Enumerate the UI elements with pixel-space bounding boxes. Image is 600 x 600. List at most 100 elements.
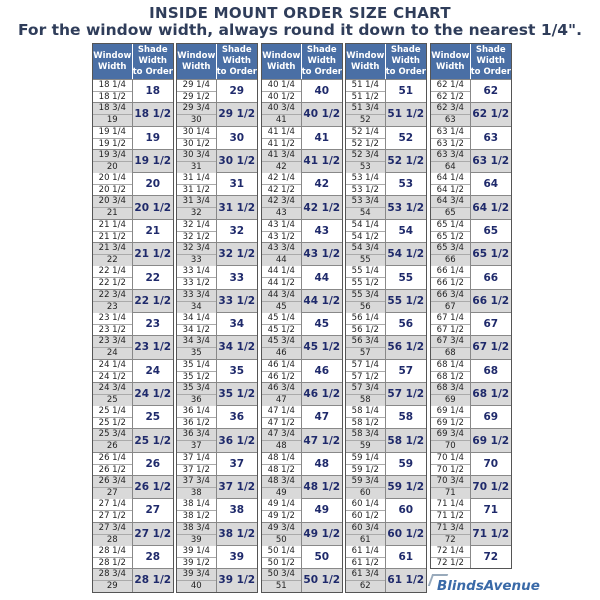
window-width-cell: 64 3/4 [431, 196, 470, 208]
window-width-cell: 35 1/4 [182, 359, 210, 370]
shade-width-cell: 67 1/2 [470, 336, 511, 359]
shade-width-cell: 64 [483, 178, 499, 191]
shade-width-cell: 67 [483, 318, 499, 331]
shade-width-cell: 41 1/2 [301, 149, 342, 173]
shade-width-cell: 32 1/2 [216, 243, 257, 266]
window-width-cell: 18 3/4 [93, 103, 132, 115]
shade-width-cell: 63 1/2 [470, 149, 511, 173]
window-width-cell: 35 [177, 347, 216, 360]
window-width-cell: 46 1/2 [262, 370, 301, 383]
table-row: 52 3/4 53 52 1/2 [346, 148, 426, 173]
table-row: 51 1/4 51 1/2 51 [346, 79, 426, 103]
shade-width-cell: 18 [145, 85, 161, 98]
shade-width-cell: 40 1/2 [301, 103, 342, 126]
window-width-cell: 50 [262, 533, 301, 546]
shade-width-cell: 33 1/2 [216, 289, 257, 312]
window-width-cell: 39 [177, 533, 216, 546]
window-width-cell: 54 3/4 [346, 243, 385, 255]
window-width-cell: 40 1/4 [267, 80, 295, 90]
shade-width-cell: 21 [145, 224, 161, 237]
table-row: 70 3/4 71 70 1/2 [431, 475, 511, 500]
window-width-cell: 70 1/4 [436, 452, 464, 463]
table-header: Window Width Shade Width to Order [93, 44, 173, 79]
window-width-cell: 59 [346, 440, 385, 453]
shade-width-cell: 55 1/2 [385, 289, 426, 312]
window-width-cell: 37 1/4 [182, 452, 210, 463]
window-width-cell: 46 1/4 [267, 359, 295, 370]
window-width-header: Window Width [93, 44, 133, 79]
shade-width-cell: 21 1/2 [132, 243, 173, 266]
window-width-cell: 67 3/4 [431, 336, 470, 348]
window-width-cell: 21 1/4 [98, 219, 126, 230]
table-row: 69 1/4 69 1/2 69 [431, 405, 511, 429]
window-width-cell: 35 1/2 [177, 370, 216, 383]
window-width-cell: 48 3/4 [262, 476, 301, 488]
shade-width-cell: 59 1/2 [385, 476, 426, 499]
table-row: 24 1/4 24 1/2 24 [93, 358, 173, 382]
window-width-cell: 20 1/4 [98, 173, 126, 184]
table-row: 31 1/4 31 1/2 31 [177, 172, 257, 196]
shade-width-cell: 36 [229, 411, 245, 424]
shade-width-cell: 71 1/2 [470, 522, 511, 545]
table-row: 42 3/4 43 42 1/2 [262, 195, 342, 220]
window-width-cell: 54 1/2 [346, 230, 385, 243]
window-width-cell: 61 1/4 [351, 545, 379, 556]
window-width-cell: 70 [431, 440, 470, 453]
window-width-cell: 30 1/2 [177, 137, 216, 150]
table-row: 19 1/4 19 1/2 19 [93, 125, 173, 149]
window-width-cell: 51 3/4 [346, 103, 385, 115]
window-width-cell: 51 1/4 [351, 80, 379, 90]
table-row: 68 1/4 68 1/2 68 [431, 358, 511, 382]
table-row: 64 3/4 65 64 1/2 [431, 195, 511, 220]
window-width-cell: 39 3/4 [177, 569, 216, 581]
window-width-cell: 29 1/4 [182, 80, 210, 90]
shade-width-cell: 70 [483, 457, 499, 470]
window-width-cell: 24 3/4 [93, 382, 132, 394]
window-width-cell: 21 [93, 207, 132, 220]
shade-width-cell: 51 1/2 [385, 103, 426, 126]
window-width-cell: 55 1/4 [351, 266, 379, 277]
window-width-cell: 45 1/4 [267, 312, 295, 323]
table-row: 38 1/4 38 1/2 38 [177, 498, 257, 522]
shade-width-cell: 66 [483, 271, 499, 284]
shade-width-cell: 45 1/2 [301, 336, 342, 359]
table-row: 32 1/4 32 1/2 32 [177, 218, 257, 243]
table-row: 38 3/4 39 38 1/2 [177, 521, 257, 546]
shade-width-cell: 68 [483, 364, 499, 377]
shade-width-cell: 46 1/2 [301, 382, 342, 406]
shade-width-cell: 37 [229, 457, 245, 470]
window-width-cell: 45 [262, 300, 301, 313]
table-row: 59 1/4 59 1/2 59 [346, 451, 426, 476]
shade-width-cell: 44 [314, 271, 330, 284]
window-width-cell: 47 3/4 [262, 429, 301, 441]
shade-width-cell: 39 1/2 [216, 569, 257, 592]
window-width-cell: 51 [262, 580, 301, 593]
window-width-cell: 37 3/4 [177, 476, 216, 488]
shade-width-cell: 35 [229, 364, 245, 377]
shade-width-header: Shade Width to Order [470, 45, 511, 77]
shade-width-cell: 20 [145, 178, 161, 191]
window-width-cell: 30 3/4 [177, 149, 216, 161]
table-row: 50 1/4 50 1/2 50 [262, 544, 342, 569]
shade-width-cell: 62 [483, 85, 499, 98]
window-width-cell: 56 1/4 [351, 312, 379, 323]
window-width-cell: 56 [346, 300, 385, 313]
shade-width-cell: 19 [145, 131, 161, 144]
table-row: 61 1/4 61 1/2 61 [346, 544, 426, 569]
shade-width-cell: 27 1/2 [132, 522, 173, 545]
table-row: 63 1/4 63 1/2 63 [431, 125, 511, 149]
table-row: 22 3/4 23 22 1/2 [93, 288, 173, 313]
window-width-cell: 69 [431, 393, 470, 406]
shade-width-cell: 50 1/2 [301, 569, 342, 592]
window-width-cell: 40 1/2 [262, 91, 301, 103]
shade-width-cell: 22 1/2 [132, 289, 173, 312]
shade-width-cell: 31 [229, 178, 245, 191]
window-width-cell: 44 3/4 [262, 289, 301, 301]
window-width-cell: 34 1/4 [182, 312, 210, 323]
window-width-cell: 39 1/2 [177, 556, 216, 569]
table-row: 29 3/4 30 29 1/2 [177, 102, 257, 127]
window-width-cell: 61 1/2 [346, 556, 385, 569]
window-width-cell: 24 1/4 [98, 359, 126, 370]
table-row: 54 1/4 54 1/2 54 [346, 218, 426, 243]
window-width-cell: 49 [262, 487, 301, 500]
